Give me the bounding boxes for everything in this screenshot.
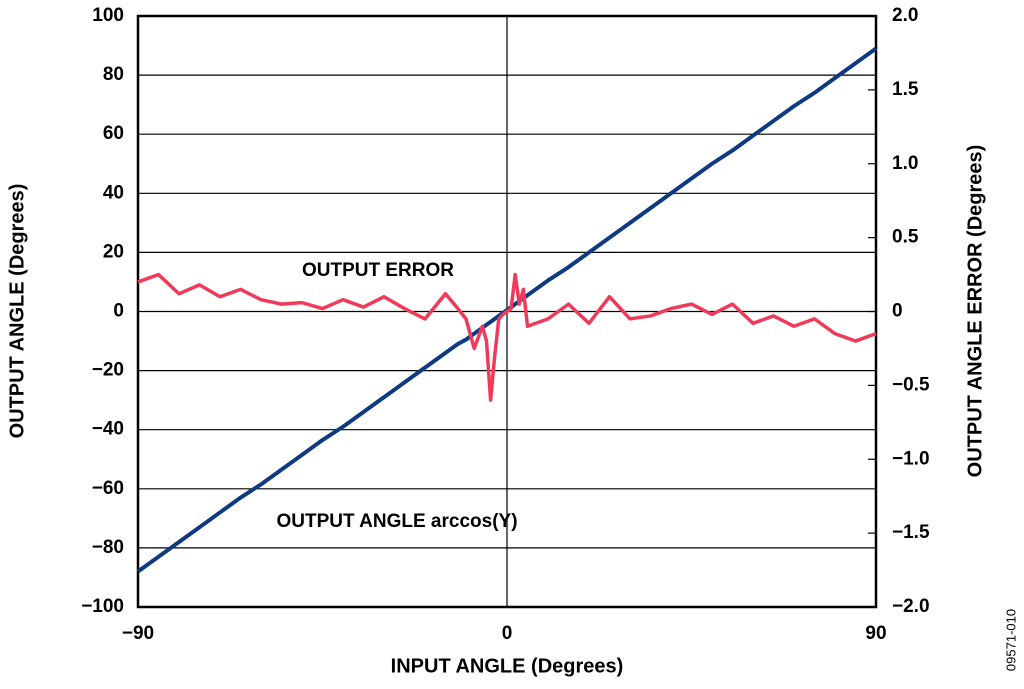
y2-axis-title: OUTPUT ANGLE ERROR (Degrees) [964,145,986,478]
x-tick-label: 90 [865,623,886,644]
y2-tick-label: −1.5 [892,522,930,543]
y-tick-label: 0 [113,301,124,322]
series-line [137,272,877,402]
y2-tick-label: 1.0 [892,153,918,174]
annotation: OUTPUT ANGLE arccos(Y) [276,511,517,532]
x-tick-label: 0 [502,623,513,644]
plot-frame [136,14,878,609]
y2-tick-label: 2.0 [892,5,918,26]
y2-tick-label: 0.5 [892,227,919,248]
y-tick-label: 100 [92,5,124,26]
y2-tick-label: 1.5 [892,79,919,100]
y2-tick-label: −0.5 [892,374,930,395]
y2-tick-label: −1.0 [892,448,930,469]
y2-tick-label: −2.0 [892,596,930,617]
x-tick-label: −90 [122,623,154,644]
y-tick-label: −60 [92,478,124,499]
y-tick-label: 60 [103,123,124,144]
y-axis-title: OUTPUT ANGLE (Degrees) [6,184,28,439]
annotation: OUTPUT ERROR [302,260,454,281]
y-tick-label: −100 [81,596,124,617]
y-tick-label: 40 [103,182,124,203]
figure-id: 09571-010 [1003,609,1018,671]
y-tick-label: −40 [92,419,124,440]
y-tick-label: −80 [92,537,124,558]
y2-tick-label: 0 [892,301,903,322]
y-tick-label: −20 [92,360,124,381]
y-tick-label: 20 [103,241,124,262]
x-axis-title: INPUT ANGLE (Degrees) [391,655,624,677]
y-tick-label: 80 [103,64,124,85]
